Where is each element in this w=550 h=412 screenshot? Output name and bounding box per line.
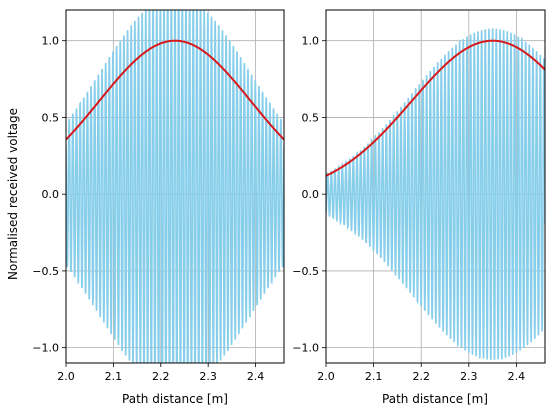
axes-frame [325,9,546,364]
x-tick-label: 2.2 [412,370,430,383]
x-tick-label: 2.3 [460,370,478,383]
panel-left: 2.0 2.1 2.2 2.3 2.4 −1.0 −0.5 0.0 0.5 1.0 [32,9,285,383]
x-tick-label: 2.0 [317,370,335,383]
y-tick-label: −1.0 [32,342,59,355]
series-oscillation [66,10,284,363]
series-oscillation [326,28,545,361]
series-envelope [66,39,284,141]
x-axis-label-left: Path distance [m] [122,392,228,406]
y-tick-label: −0.5 [32,265,59,278]
series-envelope [326,39,545,177]
x-tick-label: 2.2 [152,370,170,383]
x-tick-label: 2.4 [508,370,526,383]
x-tick-label: 2.1 [105,370,123,383]
y-tick-label: 0.5 [42,111,60,124]
y-tick-label: −1.0 [292,342,319,355]
y-axis-label: Normalised received voltage [6,108,20,280]
x-axis-label-right: Path distance [m] [382,392,488,406]
y-tick-label: 0.0 [302,188,320,201]
y-tick-label: 0.0 [42,188,60,201]
axes-frame [65,9,285,364]
x-tick-label: 2.3 [199,370,217,383]
x-tick-label: 2.4 [247,370,265,383]
y-tick-label: 1.0 [42,35,60,48]
y-tick-label: 1.0 [302,35,320,48]
y-tick-label: 0.5 [302,111,320,124]
y-tick-label: −0.5 [292,265,319,278]
x-tick-label: 2.0 [57,370,75,383]
panel-right: 2.0 2.1 2.2 2.3 2.4 −1.0 −0.5 0.0 0.5 1.0 [292,9,546,383]
x-tick-label: 2.1 [365,370,383,383]
